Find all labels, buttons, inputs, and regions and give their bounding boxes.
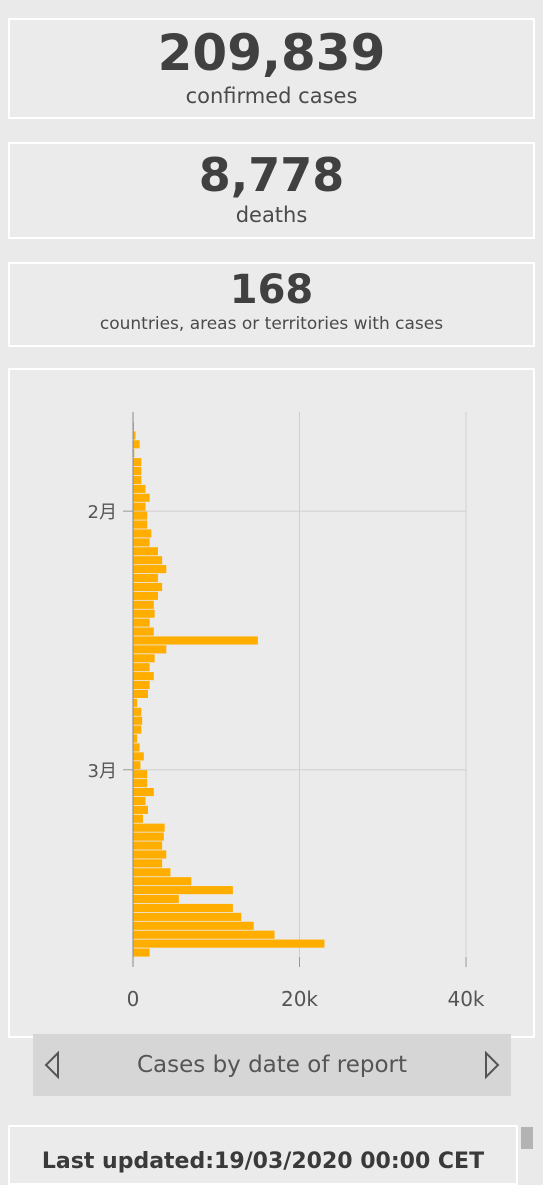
deaths-label: deaths	[235, 203, 308, 227]
cases-bar-chart[interactable]: 0 20k 40k 2月 3月	[10, 370, 537, 1040]
data-bar	[133, 814, 143, 823]
data-bar	[133, 663, 150, 672]
confirmed-cases-label: confirmed cases	[185, 84, 358, 108]
x-tick-label: 0	[127, 987, 140, 1011]
data-bar	[133, 556, 163, 565]
x-tick-label: 20k	[281, 987, 318, 1011]
data-bar	[133, 912, 242, 921]
data-bar	[133, 787, 154, 797]
countries-card: 168 countries, areas or territories with…	[8, 262, 535, 347]
data-bar	[133, 582, 163, 592]
data-bar	[133, 529, 152, 538]
data-bar	[133, 547, 158, 556]
cases-chart-card: 0 20k 40k 2月 3月	[8, 368, 535, 1038]
data-bar	[133, 832, 164, 841]
data-bar	[133, 894, 179, 904]
last-updated-text: Last updated:19/03/2020 00:00 CET	[41, 1149, 485, 1174]
confirmed-cases-value: 209,839	[157, 24, 386, 82]
data-bar	[133, 823, 165, 832]
data-bar	[133, 707, 142, 716]
data-bar	[133, 903, 233, 913]
confirmed-cases-card: 209,839 confirmed cases	[8, 18, 535, 119]
data-bar	[133, 930, 275, 939]
data-bar	[133, 877, 192, 886]
data-bar	[133, 743, 140, 752]
data-bar	[133, 431, 136, 440]
data-bar	[133, 689, 148, 699]
data-bar	[133, 939, 325, 948]
data-bar	[133, 609, 155, 618]
data-bar	[133, 636, 258, 645]
scrollbar[interactable]	[519, 1125, 535, 1179]
chart-navigation: Cases by date of report	[33, 1034, 511, 1096]
data-bar	[133, 752, 144, 761]
data-bar	[133, 520, 148, 529]
data-bar	[133, 475, 142, 485]
data-bar	[133, 466, 142, 476]
scrollbar-thumb[interactable]	[521, 1127, 533, 1149]
data-bar	[133, 600, 154, 609]
x-tick-label: 40k	[447, 987, 484, 1011]
data-bar	[133, 770, 148, 779]
data-bar	[133, 654, 155, 663]
next-chart-button[interactable]	[473, 1034, 511, 1096]
data-bar	[133, 440, 140, 449]
data-bar	[133, 484, 146, 493]
data-bar	[133, 761, 141, 770]
countries-value: 168	[229, 267, 314, 313]
countries-label: countries, areas or territories with cas…	[99, 314, 444, 334]
data-bar	[133, 627, 154, 636]
data-bar	[133, 841, 163, 850]
y-tick-label: 3月	[88, 761, 117, 782]
data-bar	[133, 779, 148, 788]
data-bar	[133, 458, 142, 467]
data-bar	[133, 805, 148, 814]
data-bar	[133, 859, 163, 868]
data-bar	[133, 921, 254, 930]
data-bar	[133, 698, 138, 707]
data-bar	[133, 511, 148, 520]
data-bar	[133, 565, 167, 574]
data-bar	[133, 868, 171, 877]
data-bar	[133, 538, 150, 547]
data-bar	[133, 796, 146, 806]
data-bar	[133, 672, 154, 681]
data-bar	[133, 618, 150, 627]
chart-title: Cases by date of report	[136, 1052, 407, 1078]
data-bar	[133, 645, 167, 654]
deaths-value: 8,778	[198, 148, 345, 202]
triangle-right-icon	[484, 1050, 500, 1080]
deaths-card: 8,778 deaths	[8, 142, 535, 239]
data-bar	[133, 449, 135, 458]
y-tick-label: 2月	[88, 502, 117, 523]
data-bar	[133, 573, 158, 583]
data-bar	[133, 502, 146, 511]
data-bar	[133, 734, 138, 743]
data-bar	[133, 680, 150, 690]
data-bar	[133, 948, 150, 957]
data-bar	[133, 591, 158, 600]
data-bar	[133, 493, 150, 502]
data-bar	[133, 850, 167, 859]
data-bar	[133, 725, 142, 734]
previous-chart-button[interactable]	[33, 1034, 71, 1096]
footer-bar: Last updated:19/03/2020 00:00 CET	[8, 1125, 518, 1185]
data-bar	[133, 886, 233, 895]
triangle-left-icon	[44, 1050, 59, 1080]
data-bar	[133, 716, 143, 725]
